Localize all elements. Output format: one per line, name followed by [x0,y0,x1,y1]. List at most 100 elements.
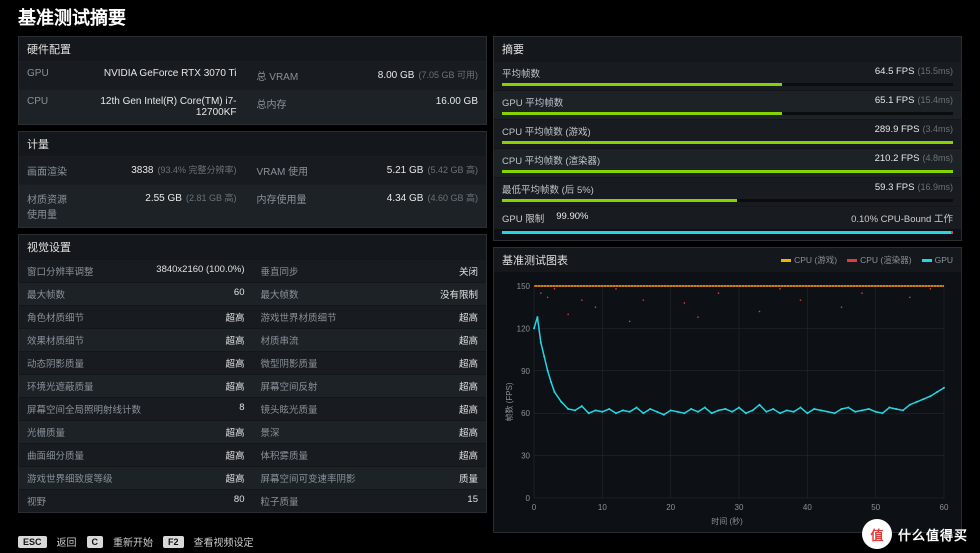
spec-label: GPU [19,61,79,89]
summary-label: 最低平均帧数 (后 5%) [502,182,594,196]
setting-label: 曲面细分质量 [27,448,225,462]
setting-value: 8 [239,402,244,416]
hardware-panel: 硬件配置 GPUNVIDIA GeForce RTX 3070 Ti总 VRAM… [18,36,487,125]
summary-ms: (16.9ms) [917,182,953,192]
summary-bar [502,112,953,115]
setting-value: 超高 [225,310,244,324]
svg-text:120: 120 [517,324,531,333]
summary-label: GPU 平均帧数 [502,95,563,109]
summary-row: 平均帧数 64.5 FPS(15.5ms) [494,61,961,90]
summary-ms: (15.5ms) [917,66,953,76]
summary-row: CPU 平均帧数 (渲染器)210.2 FPS(4.8ms) [494,148,961,177]
setting-value: 超高 [459,310,478,324]
chart-panel: 基准测试图表 CPU (游戏) CPU (渲染器) GPU 0 30 60 90 120 15… [493,247,962,533]
page-title: 基准测试摘要 [0,0,980,36]
c-key[interactable]: C [87,536,104,548]
c-label: 重新开始 [113,534,153,549]
spec-value: 8.00 GB(7.05 GB 可用) [321,61,487,89]
gpu-limit-pct: 99.90% [556,211,588,225]
setting-label: 屏幕空间反射 [261,379,459,393]
legend-item: CPU (渲染器) [847,254,911,266]
spec-value: 12th Gen Intel(R) Core(TM) i7-12700KF [79,89,249,124]
esc-key[interactable]: ESC [18,536,47,548]
setting-label: 最大帧数 [27,287,234,301]
setting-label: 效果材质细节 [27,333,225,347]
setting-label: 微型阴影质量 [261,356,459,370]
esc-label: 返回 [57,534,77,549]
setting-value: 超高 [225,471,244,485]
setting-value: 超高 [225,333,244,347]
setting-label: 最大帧数 [261,287,440,301]
summary-row: CPU 平均帧数 (游戏)289.9 FPS(3.4ms) [494,119,961,148]
setting-label: 视野 [27,494,234,508]
gpu-limit-row: GPU 限制 99.90% 0.10% CPU-Bound 工作 [494,206,961,229]
summary-bar [502,199,953,202]
setting-value: 超高 [225,448,244,462]
summary-value: 64.5 FPS [875,66,915,77]
setting-value: 超高 [459,356,478,370]
setting-label: 材质串流 [261,333,459,347]
summary-row: 最低平均帧数 (后 5%) 59.3 FPS(16.9ms) [494,177,961,206]
svg-text:30: 30 [735,503,744,512]
svg-text:150: 150 [517,282,531,291]
f2-key[interactable]: F2 [163,536,184,548]
setting-label: 景深 [261,425,459,439]
summary-ms: (3.4ms) [922,124,953,134]
summary-value: 59.3 FPS [875,182,915,193]
benchmark-chart: 03060901201500102030405060时间 (秒)帧数 (FPS) [502,278,952,526]
summary-ms: (15.4ms) [917,95,953,105]
spec-label: 画面渲染 [19,156,79,184]
svg-text:时间 (秒): 时间 (秒) [711,516,743,526]
setting-value: 超高 [225,425,244,439]
summary-value: 289.9 FPS [875,124,920,135]
summary-bar [502,141,953,144]
svg-text:90: 90 [521,367,530,376]
setting-value: 超高 [459,425,478,439]
settings-title: 视觉设置 [19,235,486,259]
setting-value: 超高 [225,356,244,370]
setting-label: 角色材质细节 [27,310,225,324]
watermark-text: 什么值得买 [898,525,968,544]
spec-label: VRAM 使用 [249,156,321,184]
chart-title: 基准测试图表 [502,252,568,268]
svg-text:10: 10 [598,503,607,512]
svg-text:20: 20 [666,503,675,512]
summary-panel: 摘要 平均帧数64.5 FPS(15.5ms)GPU 平均帧数65.1 FPS(… [493,36,962,241]
settings-panel: 视觉设置 窗口分辨率调整3840x2160 (100.0%)垂直同步关闭最大帧数… [18,234,487,513]
setting-value: 超高 [225,379,244,393]
f2-label: 查看视频设定 [194,534,254,549]
setting-label: 环境光遮蔽质量 [27,379,225,393]
setting-value: 没有限制 [440,287,478,301]
main-container: 硬件配置 GPUNVIDIA GeForce RTX 3070 Ti总 VRAM… [0,36,980,533]
summary-bar [502,170,953,173]
footer-hints: ESC 返回 C 重新开始 F2 查看视频设定 [18,534,254,549]
setting-value: 3840x2160 (100.0%) [156,264,244,278]
legend-item: GPU [922,254,953,266]
watermark: 值 什么值得买 [862,519,968,549]
setting-label: 镜头眩光质量 [261,402,459,416]
setting-value: 质量 [459,471,478,485]
svg-text:40: 40 [803,503,812,512]
spec-label: 内存使用量 [249,184,321,227]
gpu-limit-label: GPU 限制 [502,211,544,225]
metrics-title: 计量 [19,132,486,156]
setting-label: 动态阴影质量 [27,356,225,370]
spec-value: 2.55 GB(2.81 GB 高) [79,184,249,227]
setting-value: 关闭 [459,264,478,278]
summary-label: 平均帧数 [502,66,540,80]
setting-label: 游戏世界材质细节 [261,310,459,324]
svg-text:60: 60 [521,409,530,418]
summary-value: 65.1 FPS [875,95,915,106]
spec-label: 总内存 [249,89,321,124]
legend-item: CPU (游戏) [781,254,837,266]
gpu-limit-bar [502,231,953,234]
summary-label: CPU 平均帧数 (渲染器) [502,153,600,167]
chart-legend: CPU (游戏) CPU (渲染器) GPU [781,254,953,266]
cpu-bound-label: 0.10% CPU-Bound 工作 [851,211,953,225]
summary-value: 210.2 FPS [875,153,920,164]
metrics-panel: 计量 画面渲染3838(93.4% 完整分辨率)VRAM 使用5.21 GB(5… [18,131,487,228]
spec-label: 材质资源使用量 [19,184,79,227]
spec-value: 4.34 GB(4.60 GB 高) [321,184,487,227]
summary-bar [502,83,953,86]
svg-text:0: 0 [532,503,537,512]
